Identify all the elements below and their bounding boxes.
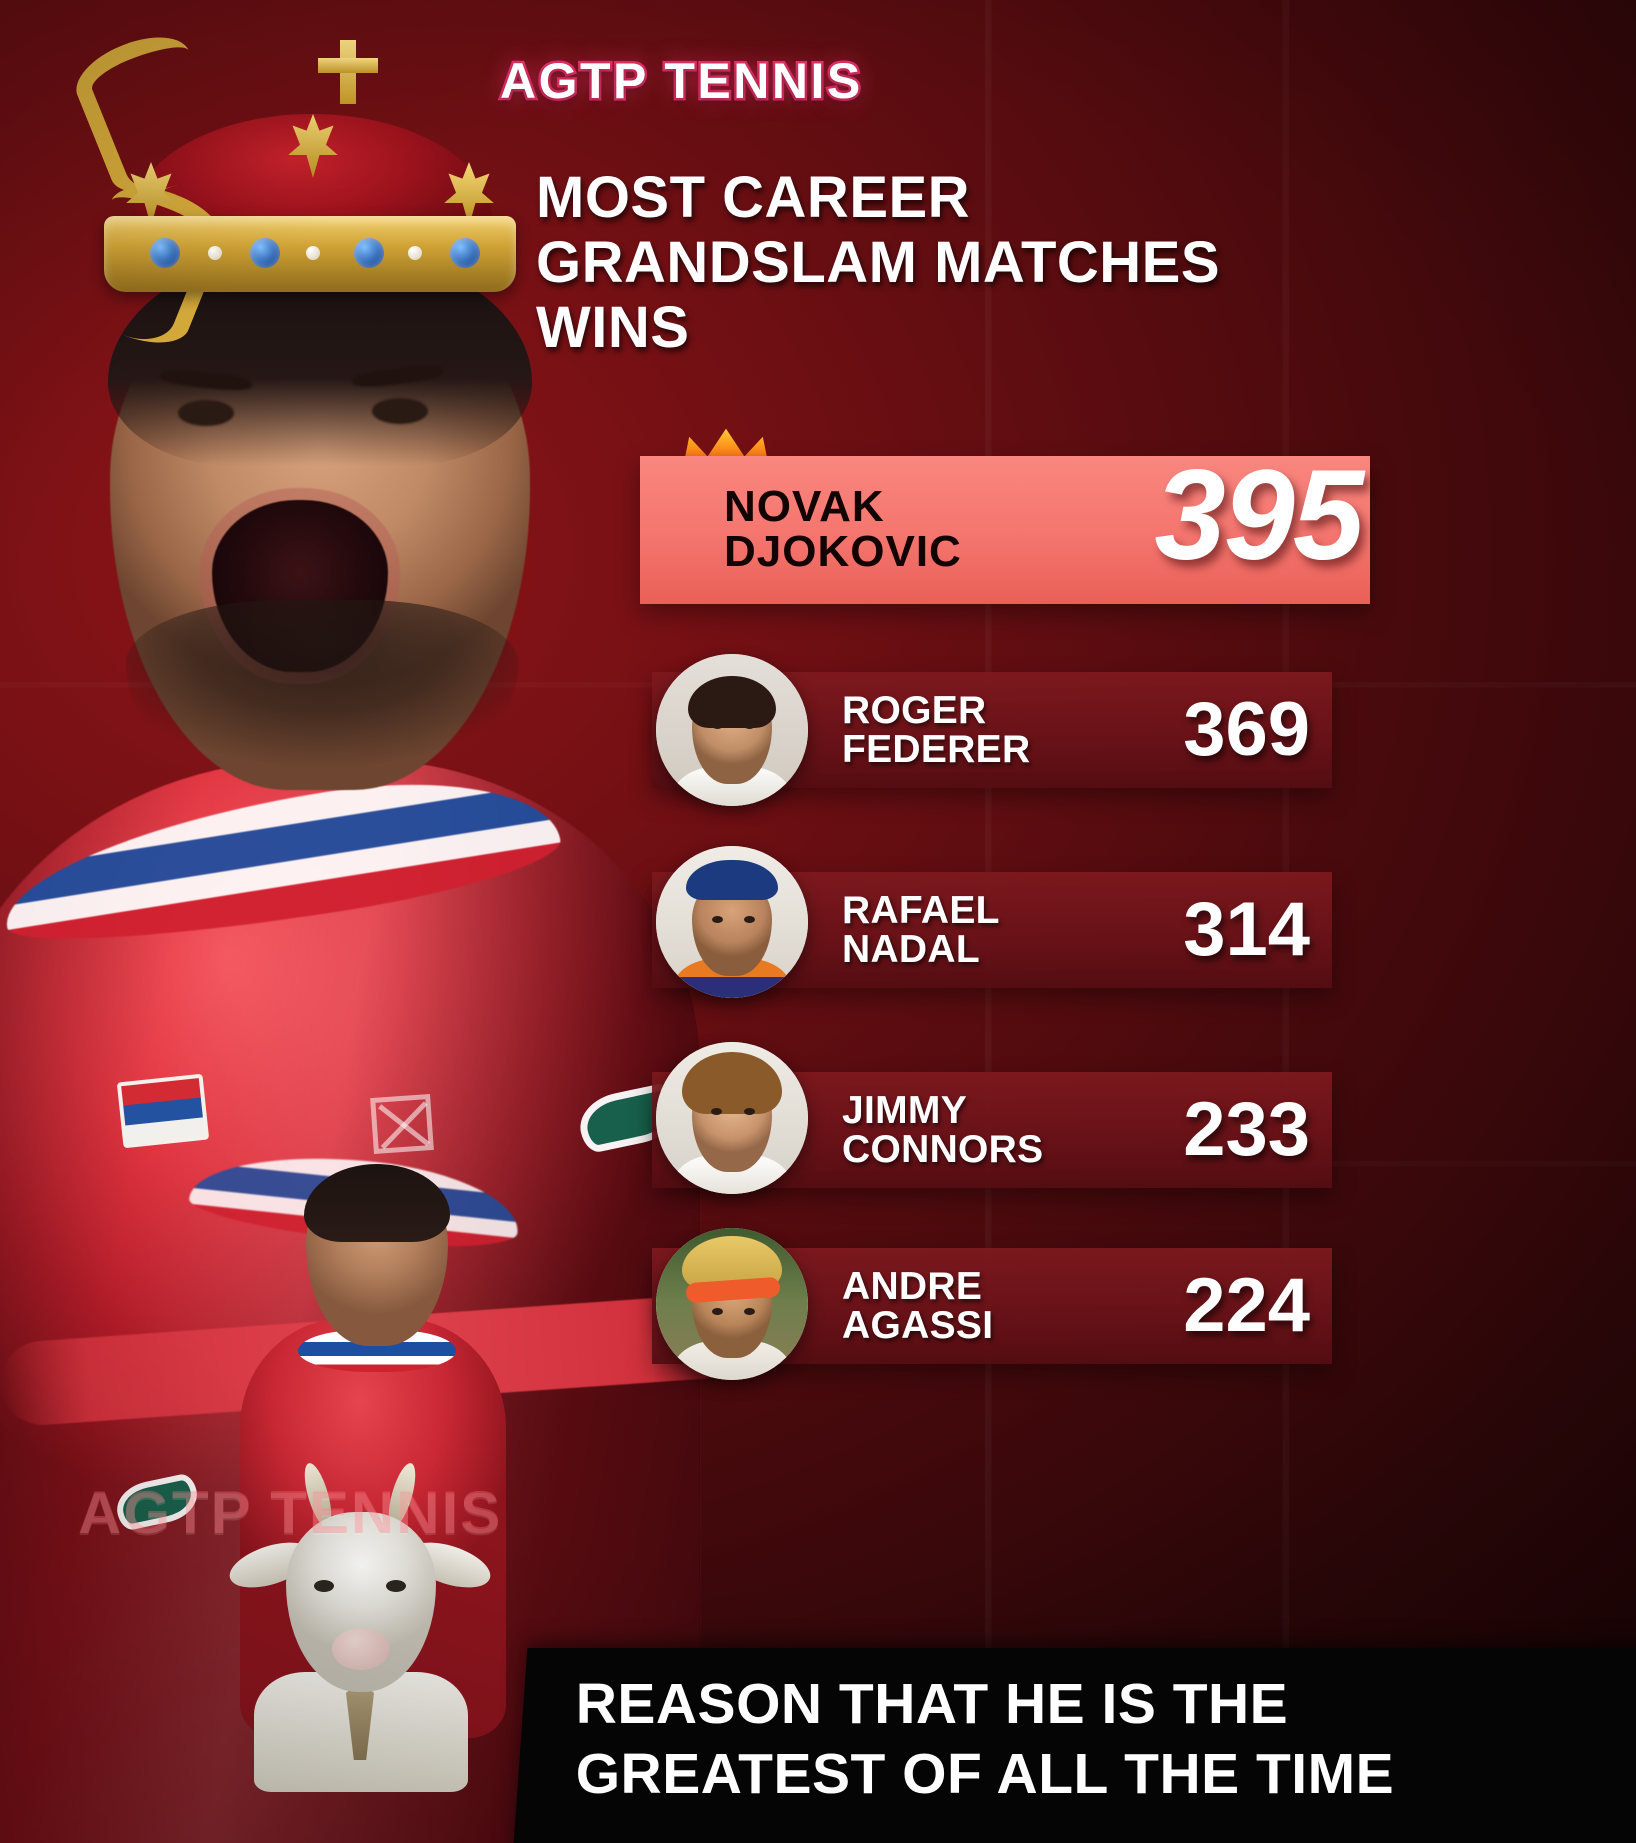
caption-line-1: REASON THAT HE IS THE <box>575 1672 1289 1736</box>
player-last-name: AGASSI <box>842 1304 994 1347</box>
nadal-avatar <box>656 846 808 998</box>
leaderboard-row-1[interactable]: NOVAK DJOKOVIC 395 <box>640 452 1370 604</box>
avatar-headband <box>686 860 778 900</box>
player-name: NOVAK DJOKOVIC <box>724 482 962 576</box>
player-wins-value: 395 <box>1154 444 1364 587</box>
avatar-eye-right <box>744 1108 755 1115</box>
federer-avatar <box>656 654 808 806</box>
player-first-name: RAFAEL <box>842 889 1000 932</box>
watermark-text: AGTP TENNIS <box>78 1479 503 1546</box>
player-last-name: CONNORS <box>842 1128 1044 1171</box>
player-first-name: JIMMY <box>842 1089 968 1132</box>
player-name: ROGER FEDERER <box>842 691 1142 769</box>
player-first-name: NOVAK <box>724 482 885 532</box>
player-last-name: FEDERER <box>842 728 1031 771</box>
player-last-name: DJOKOVIC <box>724 527 962 576</box>
connors-avatar <box>656 1042 808 1194</box>
player-name: JIMMY CONNORS <box>842 1091 1142 1169</box>
player-first-name: ANDRE <box>842 1265 983 1308</box>
player-wins-value: 224 <box>1183 1263 1310 1348</box>
avatar-hair <box>682 1052 782 1114</box>
avatar-eye-right <box>744 1308 755 1315</box>
caption-line-2: GREATEST OF ALL THE TIME <box>575 1741 1395 1806</box>
avatar-eye-left <box>712 722 723 729</box>
caption-text-wrapper: REASON THAT HE IS THE GREATEST OF ALL TH… <box>522 1648 1636 1809</box>
player-first-name: ROGER <box>842 689 987 732</box>
headline-line-3: WINS <box>536 294 690 360</box>
avatar-eye-left <box>712 1308 723 1315</box>
avatar-eye-right <box>744 916 755 923</box>
player-name: ANDRE AGASSI <box>842 1267 1142 1345</box>
bottom-caption-banner: REASON THAT HE IS THE GREATEST OF ALL TH… <box>512 1648 1636 1843</box>
avatar-eye-left <box>712 916 723 923</box>
avatar-hair <box>688 676 776 728</box>
headline-line-2: GRANDSLAM MATCHES <box>536 229 1221 295</box>
avatar-eye-right <box>744 722 755 729</box>
avatar-eye-left <box>711 1108 722 1115</box>
player-name: RAFAEL NADAL <box>842 891 1142 969</box>
agassi-avatar <box>656 1228 808 1380</box>
headline-line-1: MOST CAREER <box>536 165 971 230</box>
brand-logo: AGTP TENNIS <box>498 51 863 112</box>
player-wins-value: 369 <box>1183 687 1310 772</box>
page-title: MOST CAREER GRANDSLAM MATCHES WINS <box>536 165 1376 361</box>
player-last-name: NADAL <box>842 928 980 971</box>
player-wins-value: 314 <box>1183 887 1310 972</box>
player-wins-value: 233 <box>1183 1087 1310 1172</box>
